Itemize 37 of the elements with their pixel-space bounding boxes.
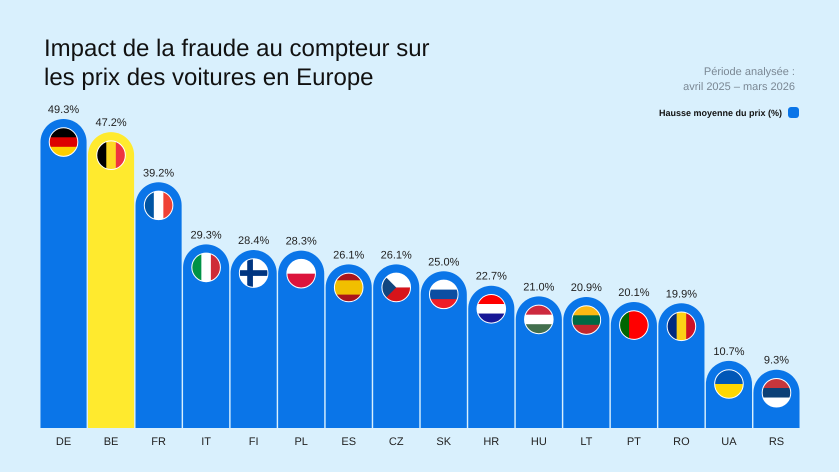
- data-label: 39.2%: [142, 167, 174, 180]
- legend-label: Hausse moyenne du prix (%): [658, 108, 782, 118]
- x-tick-label: PL: [294, 436, 308, 448]
- x-tick-label: RS: [768, 436, 784, 448]
- x-tick-label: LT: [580, 436, 593, 448]
- bar: [40, 119, 87, 428]
- data-label: 28.3%: [286, 236, 317, 248]
- data-label: 26.1%: [380, 249, 412, 262]
- x-tick-label: DE: [56, 436, 72, 448]
- x-tick-label: FR: [151, 436, 166, 448]
- data-label: 21.0%: [523, 281, 555, 294]
- x-tick-label: IT: [201, 436, 212, 448]
- data-label: 49.3%: [48, 104, 80, 116]
- data-label: 25.0%: [428, 256, 460, 268]
- data-label: 29.3%: [190, 229, 222, 242]
- x-tick-label: UA: [721, 436, 738, 448]
- x-tick-label: RO: [673, 436, 690, 448]
- x-tick-label: HU: [530, 436, 547, 448]
- data-label: 9.3%: [764, 354, 790, 367]
- data-label: 22.7%: [476, 270, 508, 283]
- x-tick-label: HR: [483, 436, 500, 448]
- data-label: 20.9%: [570, 282, 602, 294]
- x-tick-label: BE: [104, 436, 118, 448]
- data-label: 28.4%: [238, 234, 270, 247]
- x-tick-label: PT: [626, 436, 642, 448]
- data-label: 20.1%: [618, 287, 650, 300]
- data-label: 19.9%: [666, 288, 698, 300]
- x-tick-label: CZ: [388, 436, 404, 448]
- x-tick-label: SK: [436, 436, 452, 448]
- data-label: 10.7%: [713, 346, 745, 358]
- x-tick-label: ES: [341, 436, 356, 448]
- chart-title: Impact de la fraude au compteur sur les prix des voitures en Europe: [44, 35, 430, 91]
- data-label: 47.2%: [95, 117, 127, 130]
- bar: [88, 132, 134, 428]
- data-label: 26.1%: [333, 249, 365, 262]
- chart-subtitle: Période analysée : avril 2025 – mars 2026: [683, 66, 795, 93]
- x-tick-label: FI: [248, 436, 259, 448]
